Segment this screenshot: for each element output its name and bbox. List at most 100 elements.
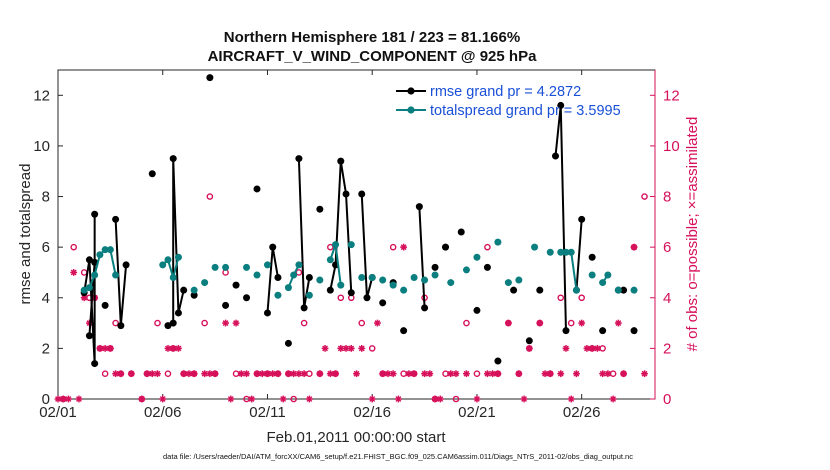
rmse-point xyxy=(494,357,502,365)
spread-point xyxy=(295,261,303,269)
obs-assimilated-point xyxy=(70,269,78,276)
obs-assimilated-point xyxy=(237,370,245,378)
rmse-point xyxy=(525,337,533,345)
rmse-point xyxy=(342,190,350,198)
spread-point xyxy=(473,253,481,261)
obs-assimilated-point xyxy=(65,395,72,403)
right-tick-label: 4 xyxy=(663,290,671,307)
x-tick-label: 02/26 xyxy=(563,404,601,421)
rmse-point xyxy=(483,263,491,271)
obs-assimilated-point xyxy=(138,395,146,403)
spread-point xyxy=(305,291,313,299)
spread-point xyxy=(379,276,387,284)
left-tick-label: 2 xyxy=(42,340,50,357)
obs-assimilated-point xyxy=(347,344,355,352)
obs-assimilated-point xyxy=(546,370,554,378)
rmse-point xyxy=(148,170,156,178)
rmse-point xyxy=(269,243,277,251)
spread-point xyxy=(169,274,177,282)
left-tick-label: 12 xyxy=(33,87,50,104)
legend: rmse grand pr = 4.2872 totalspread grand… xyxy=(396,84,621,119)
obs-assimilated-point xyxy=(290,370,298,378)
data-file-footer: data file: /Users/raeder/DAI/ATM_forcXX/… xyxy=(163,452,633,461)
obs-assimilated-point xyxy=(248,395,256,403)
obs-assimilated-point xyxy=(426,370,434,378)
obs-assimilated-point xyxy=(578,319,586,327)
obs-possible-point xyxy=(484,243,491,251)
obs-assimilated-point xyxy=(400,243,408,251)
obs-assimilated-point xyxy=(243,370,250,378)
rmse-point xyxy=(263,309,271,317)
obs-assimilated-point xyxy=(630,243,638,251)
spread-point xyxy=(614,286,622,294)
spread-point xyxy=(347,241,355,249)
rmse-point xyxy=(400,327,408,335)
spread-point xyxy=(604,271,612,279)
obs-assimilated-point xyxy=(159,395,167,403)
obs-assimilated-point xyxy=(609,395,617,403)
obs-assimilated-point xyxy=(148,370,156,378)
obs-possible-point xyxy=(327,243,334,251)
spread-point xyxy=(494,238,502,246)
obs-assimilated-point xyxy=(557,370,565,378)
spread-point xyxy=(337,281,345,289)
rmse-point xyxy=(305,274,313,282)
x-axis-label: Feb.01,2011 00:00:00 start xyxy=(266,429,446,446)
legend-spread-marker xyxy=(407,106,415,114)
left-tick-label: 0 xyxy=(42,391,50,408)
obs-assimilated-point xyxy=(525,344,533,352)
x-axis: 02/01 02/06 02/11 02/16 02/21 02/26 xyxy=(39,70,600,421)
obs-assimilated-point xyxy=(620,370,627,378)
rmse-point xyxy=(174,309,182,317)
y-axis-right-label: # of obs: o=possible; ×=assimilated xyxy=(684,117,701,352)
spread-point xyxy=(211,263,219,271)
obs-assimilated-point xyxy=(332,370,339,378)
spread-point xyxy=(96,251,104,259)
right-tick-label: 0 xyxy=(663,391,671,408)
obs-assimilated-point xyxy=(562,344,570,352)
rmse-point xyxy=(431,263,439,271)
spread-point xyxy=(504,279,512,287)
spread-point xyxy=(284,284,292,292)
right-tick-label: 8 xyxy=(663,189,671,206)
obs-possible-point xyxy=(295,269,303,276)
obs-assimilated-point xyxy=(515,370,523,378)
rmse-point xyxy=(164,322,172,330)
spread-point xyxy=(164,256,172,264)
spread-point xyxy=(112,271,120,279)
rmse-point xyxy=(295,155,303,163)
rmse-point xyxy=(274,274,282,282)
rmse-point xyxy=(358,190,366,198)
rmse-point xyxy=(180,286,188,294)
obs-possible-point xyxy=(154,319,161,327)
rmse-point xyxy=(620,286,628,294)
rmse-point xyxy=(91,258,99,266)
rmse-point xyxy=(415,203,423,211)
obs-assimilated-point xyxy=(279,395,287,403)
spread-point xyxy=(562,248,570,256)
rmse-point xyxy=(91,360,99,368)
obs-assimilated-point xyxy=(232,319,240,327)
rmse-point xyxy=(122,261,130,269)
obs-assimilated-point xyxy=(567,395,575,403)
right-tick-label: 12 xyxy=(663,87,680,104)
obs-assimilated-point xyxy=(274,370,282,378)
obs-assimilated-point xyxy=(368,395,376,403)
chart-subtitle: AIRCRAFT_V_WIND_COMPONENT @ 925 hPa xyxy=(208,48,538,65)
spread-point xyxy=(106,246,114,254)
obs-possible-point xyxy=(368,345,376,352)
obs-assimilated-point xyxy=(101,344,109,352)
x-tick-label: 02/01 xyxy=(39,404,77,421)
spread-point xyxy=(410,274,418,282)
spread-point xyxy=(515,276,523,284)
spread-point xyxy=(290,271,298,279)
rmse-point xyxy=(536,286,544,294)
spread-point xyxy=(101,246,109,254)
rmse-point xyxy=(326,286,334,294)
obs-possible-point xyxy=(290,395,297,403)
rmse-point xyxy=(557,101,565,109)
obs-assimilated-point xyxy=(185,370,193,378)
obs-assimilated-point xyxy=(536,319,544,327)
obs-possible-point xyxy=(389,243,397,251)
spread-point xyxy=(572,286,580,294)
